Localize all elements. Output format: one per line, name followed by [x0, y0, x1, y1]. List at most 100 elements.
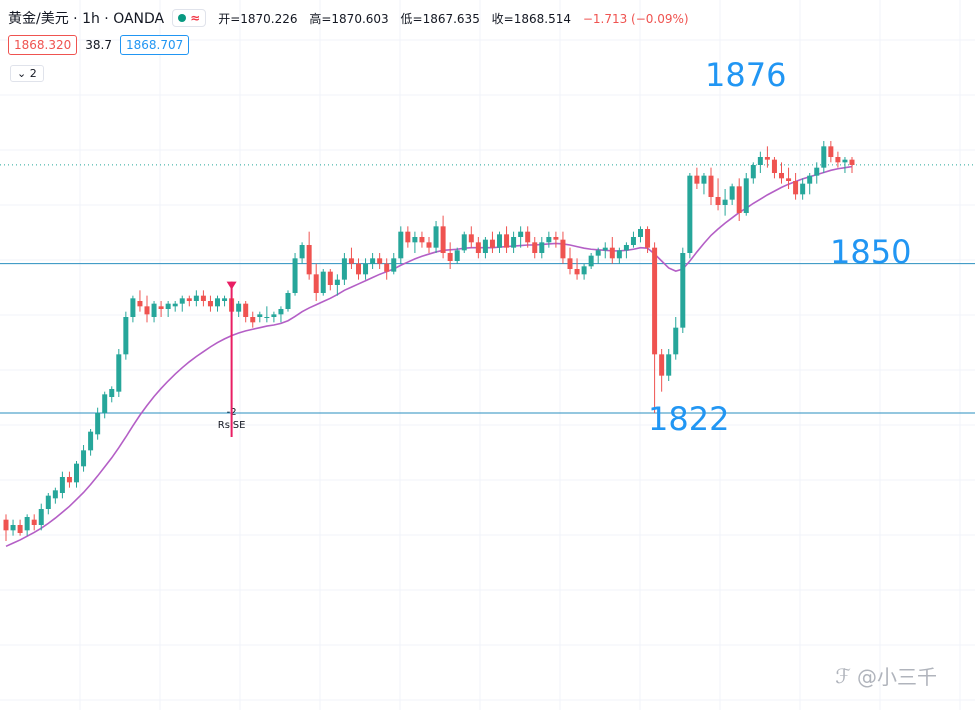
candle-up [729, 186, 735, 200]
candle-up [151, 303, 157, 317]
candle-down [419, 237, 425, 243]
candle-down [489, 239, 495, 248]
market-status-icon [178, 14, 187, 22]
candle-up [701, 175, 707, 184]
candle-down [779, 173, 784, 179]
candle-up [842, 159, 848, 163]
candle-up [398, 231, 404, 259]
indicator-toggle[interactable]: ⌄ 2 [10, 65, 44, 82]
candle-up [588, 255, 594, 267]
candle-up [814, 167, 820, 176]
candle-up [546, 237, 552, 243]
candle-down [504, 234, 510, 248]
candle-up [595, 250, 601, 256]
candle-up [10, 525, 16, 531]
candle-down [3, 519, 9, 531]
candle-down [207, 301, 213, 307]
candle-down [66, 477, 72, 483]
candle-up [172, 303, 178, 307]
candle-up [722, 199, 728, 205]
candle-up [45, 495, 51, 509]
buy-price-box[interactable]: 1868.707 [119, 35, 190, 55]
candle-up [638, 229, 643, 237]
symbol-title[interactable]: 黄金/美元 · 1h · OANDA [8, 11, 165, 27]
candle-up [581, 266, 587, 275]
candle-up [412, 237, 418, 243]
candle-down [532, 242, 538, 253]
candle-down [313, 274, 319, 293]
candle-up [81, 450, 87, 467]
candle-down [645, 229, 651, 248]
candle-up [518, 231, 524, 237]
change-value: −1.713 (−0.09%) [582, 11, 689, 26]
candle-up [95, 413, 101, 435]
candle-down [447, 253, 453, 261]
candle-up [602, 247, 608, 251]
ohlc-readout: 开=1870.226 高=1870.603 低=1867.635 收=1868.… [218, 10, 696, 27]
candle-up [454, 250, 460, 261]
candle-up [363, 263, 369, 275]
candle-down [828, 146, 834, 157]
candle-down [377, 258, 383, 264]
candle-up [123, 317, 129, 355]
candle-down [327, 271, 333, 285]
candle-up [341, 258, 347, 280]
candle-down [567, 258, 573, 269]
level-label-1876: 1876 [705, 56, 786, 94]
chevron-down-icon: ⌄ [17, 67, 27, 80]
candle-up [623, 245, 629, 251]
candle-up [630, 237, 636, 245]
candle-up [807, 175, 813, 184]
sell-price-box[interactable]: 1868.320 [8, 35, 78, 55]
candle-up [74, 463, 79, 483]
candle-down [786, 178, 792, 181]
candle-down [736, 186, 742, 213]
candle-up [743, 178, 749, 213]
candle-down [200, 295, 206, 301]
candle-down [694, 175, 700, 184]
candle-down [158, 306, 164, 309]
candle-up [511, 237, 517, 248]
candle-down [652, 247, 658, 355]
moving-average [5, 165, 853, 548]
candle-down [405, 231, 411, 243]
candle-up [102, 394, 108, 413]
candle-up [215, 298, 220, 307]
candlesticks [3, 141, 855, 541]
candle-up [179, 298, 185, 304]
level-lines [0, 164, 975, 414]
candle-up [757, 157, 763, 165]
chart-header: 黄金/美元 · 1h · OANDA ≈ 开=1870.226 高=1870.6… [8, 8, 697, 28]
candle-up [222, 298, 228, 301]
candle-up [666, 354, 672, 376]
candle-up [391, 258, 397, 272]
candle-up [461, 234, 467, 251]
candle-up [370, 258, 376, 264]
level-label-1850: 1850 [830, 233, 911, 271]
status-pill[interactable]: ≈ [172, 9, 207, 27]
candle-up [165, 303, 171, 309]
spread-value: 38.7 [85, 38, 112, 52]
wave-icon: ≈ [190, 11, 201, 25]
level-label-1822: 1822 [648, 400, 729, 438]
candle-up [257, 314, 263, 317]
candle-up [334, 279, 340, 285]
candle-down [468, 234, 474, 243]
candle-up [130, 298, 136, 317]
candle-down [31, 519, 37, 525]
candle-up [433, 226, 439, 248]
indicator-count: 2 [29, 67, 37, 80]
candle-down [574, 269, 580, 275]
candle-down [440, 226, 446, 253]
candle-down [137, 301, 143, 307]
candle-up [59, 477, 65, 493]
candle-up [236, 303, 242, 312]
candle-down [426, 242, 432, 248]
candle-up [673, 327, 679, 355]
high-value: 高=1870.603 [309, 11, 389, 26]
candle-up [821, 146, 827, 168]
ma-line [5, 165, 853, 548]
candle-up [539, 242, 545, 253]
